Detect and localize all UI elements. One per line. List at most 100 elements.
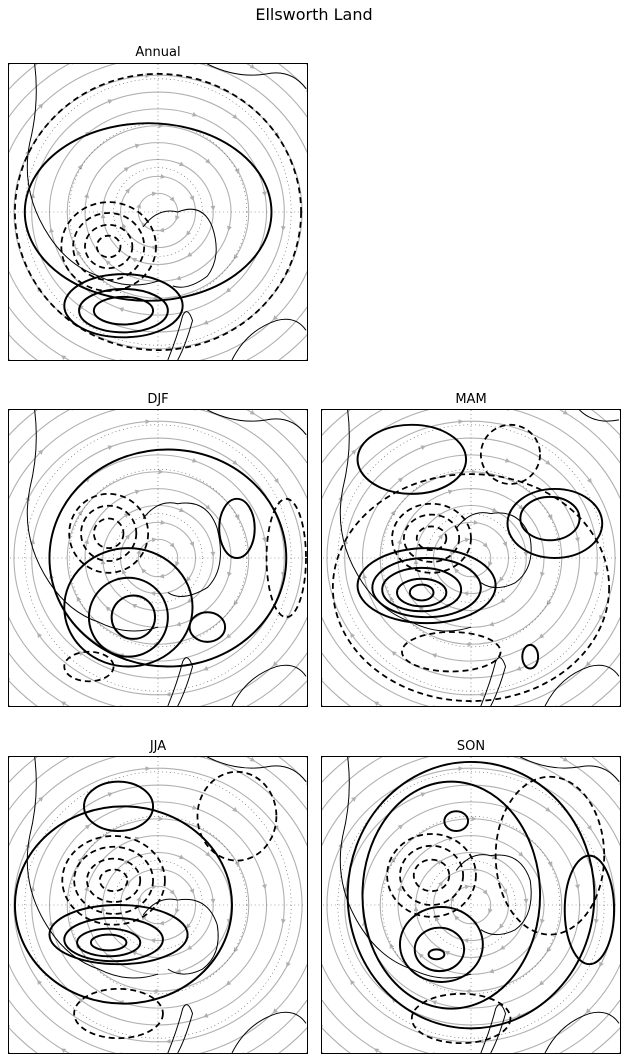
streamline-arrow [418, 606, 424, 612]
streamline-arrow [502, 888, 508, 894]
streamline-arrow [165, 1038, 171, 1044]
streamline-arrow [160, 173, 166, 179]
panel-title-djf: DJF [147, 392, 169, 407]
streamline-arrow [178, 161, 185, 166]
streamline-arrow [491, 507, 498, 512]
streamline-arrow [175, 275, 182, 281]
streamline-arrow [141, 568, 147, 574]
streamline-arrow [518, 504, 524, 510]
streamline-arrow [444, 951, 451, 956]
streamline-arrow [136, 549, 141, 555]
streamline-arrow [362, 573, 367, 579]
contours-negative [386, 775, 606, 1045]
streamline-arrow [507, 410, 513, 411]
streamline-arrow [540, 918, 545, 925]
streamline-arrow [383, 757, 389, 758]
streamline-arrow [562, 410, 569, 415]
streamline-arrow [225, 980, 232, 986]
streamline-arrow [464, 537, 471, 543]
streamline-arrow [454, 915, 460, 921]
streamline-arrow [70, 757, 76, 758]
map-son [322, 757, 620, 1053]
streamline-arrow [189, 541, 195, 547]
streamline-arrow [100, 559, 106, 565]
streamline-arrow [504, 457, 511, 463]
streamline-arrow [482, 542, 488, 548]
streamline-arrow [189, 195, 195, 201]
streamline-arrow [152, 988, 158, 994]
streamline-arrow [546, 947, 552, 953]
streamline-arrow [145, 766, 151, 772]
streamline-arrow [523, 551, 529, 557]
streamline-arrow [516, 666, 522, 671]
streamline-arrow [116, 1052, 122, 1053]
map-panel-djf [8, 409, 308, 707]
streamline-arrow [134, 143, 141, 149]
streamline-arrow [458, 766, 464, 772]
streamline-arrow [100, 213, 106, 219]
streamline-arrow [186, 945, 193, 950]
graticule [10, 64, 306, 360]
streamline-arrow [553, 705, 559, 706]
streamline-arrow [225, 633, 232, 639]
streamline-arrow [465, 641, 471, 647]
streamline-arrow [175, 621, 182, 627]
contours-negative [63, 492, 307, 683]
streamline [66, 125, 250, 299]
streamline-arrow [585, 661, 591, 667]
streamline-arrow [118, 307, 125, 313]
streamline-arrow [523, 898, 529, 904]
streamline-arrow [60, 1048, 67, 1053]
streamline-arrow [194, 410, 200, 411]
contours-positive [48, 448, 288, 668]
coastline [339, 410, 620, 706]
streamline-arrow [478, 691, 484, 697]
streamline-arrow [134, 489, 141, 495]
panel-title-jja: JJA [149, 739, 167, 754]
streamline [66, 818, 250, 992]
streamline-arrow [599, 614, 604, 621]
streamline-arrow [599, 961, 604, 968]
streamline-arrow [178, 854, 185, 859]
streamline-arrow [145, 419, 151, 425]
streamline-arrow [499, 576, 505, 582]
streamline-arrow [136, 896, 141, 902]
streamline-arrow [272, 315, 278, 321]
streamline-arrow [397, 538, 402, 545]
streamline-arrow [141, 222, 147, 228]
streamline-arrow [121, 223, 127, 229]
latitude-circle [113, 513, 203, 603]
streamline-arrow [391, 651, 397, 657]
streamline-arrow [562, 757, 569, 762]
streamline-arrow [77, 164, 83, 170]
streamline-arrow [351, 449, 357, 455]
streamline-arrow [186, 576, 192, 582]
contours-positive [356, 423, 604, 670]
map-djf [9, 410, 307, 706]
streamline-arrow [191, 457, 198, 463]
streamline-arrow [165, 691, 171, 697]
streamline-arrow [60, 355, 67, 360]
streamline-arrow [240, 705, 246, 706]
panel-title-annual: Annual [135, 45, 181, 60]
streamline-arrow [175, 215, 180, 221]
streamline-arrow [437, 534, 443, 540]
streamline-arrow [473, 519, 479, 525]
map-jja [9, 757, 307, 1053]
streamline-arrow [175, 908, 180, 914]
streamline-arrow [225, 287, 232, 293]
streamline-arrow [390, 857, 396, 863]
streamline-arrow [131, 258, 138, 263]
streamline-arrow [107, 445, 113, 450]
streamline-arrow [274, 478, 279, 484]
streamline-arrow [499, 945, 506, 950]
map-panel-son [321, 756, 621, 1054]
streamline-arrow [545, 459, 551, 465]
streamline-arrow [169, 542, 175, 548]
streamline-arrow [76, 596, 82, 602]
streamline-arrow [205, 504, 211, 510]
latitude-circle [426, 860, 516, 950]
streamline-arrow [169, 196, 175, 202]
map-panel-jja [8, 756, 308, 1054]
streamline-arrow [585, 1008, 591, 1014]
